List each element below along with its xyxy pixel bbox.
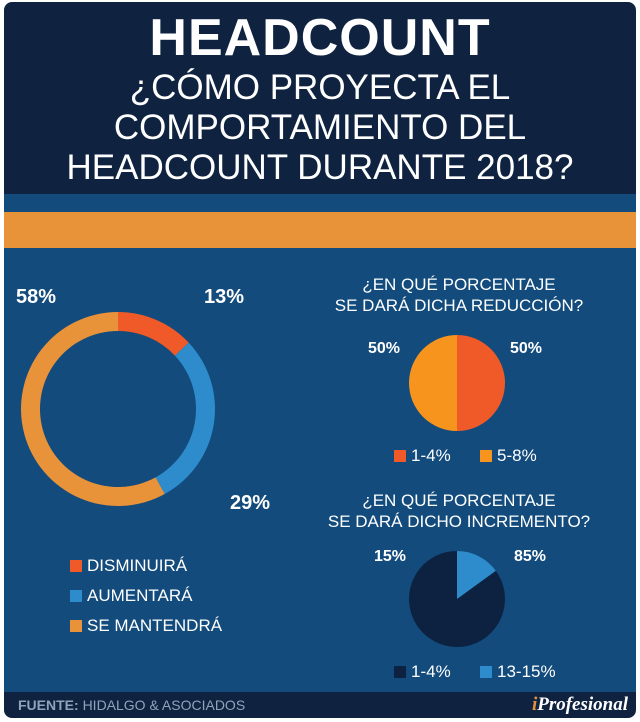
legend-swatch <box>70 590 82 602</box>
donut-label-13: 13% <box>204 286 245 308</box>
source: FUENTE: HIDALGO & ASOCIADOS <box>18 697 246 713</box>
reduction-pie-slice <box>457 335 505 431</box>
legend-item: AUMENTARÁ <box>70 586 192 606</box>
legend-item: DISMINUIRÁ <box>70 556 187 576</box>
legend-swatch <box>70 620 82 632</box>
accent-band <box>4 212 636 248</box>
increase-question: ¿EN QUÉ PORCENTAJE SE DARÁ DICHO INCREMEN… <box>327 491 591 531</box>
donut-slice <box>155 342 216 495</box>
reduction-label-left: 50% <box>368 340 401 357</box>
legend-item: 1-4% <box>394 662 451 682</box>
increase-pie-slice <box>457 551 496 599</box>
subtitle-line: HEADCOUNT DURANTE 2018? <box>66 148 574 187</box>
increase-label-15: 15% <box>374 548 407 565</box>
increase-label-85: 85% <box>514 548 547 565</box>
divider-band <box>4 194 636 212</box>
donut-slice <box>20 312 165 507</box>
infographic: HEADCOUNT ¿CÓMO PROYECTA EL COMPORTAMIEN… <box>4 2 636 718</box>
legend-swatch <box>70 560 82 572</box>
charts-canvas <box>20 312 505 647</box>
legend-label: SE MANTENDRÁ <box>87 616 223 635</box>
title: HEADCOUNT <box>149 9 491 67</box>
legend-label: AUMENTARÁ <box>87 586 193 605</box>
legend-item: 1-4% <box>394 446 451 466</box>
reduction-label-right: 50% <box>510 340 543 357</box>
footer: FUENTE: HIDALGO & ASOCIADOS iProfesional <box>4 692 636 718</box>
legend-item: SE MANTENDRÁ <box>70 616 222 636</box>
donut-label-29: 29% <box>230 492 271 514</box>
subtitle-line: COMPORTAMIENTO DEL <box>113 108 527 147</box>
main-panel: 58% 13% 29% DISMINUIRÁ AUMENTARÁ SE MANT… <box>4 248 636 692</box>
legend-label: DISMINUIRÁ <box>87 556 188 575</box>
brand-logo: iProfesional <box>531 694 628 715</box>
reduction-question: ¿EN QUÉ PORCENTAJE SE DARÁ DICHA REDUCCIÓ… <box>334 275 584 315</box>
subtitle-line: ¿CÓMO PROYECTA EL <box>129 68 511 107</box>
legend-item: 13-15% <box>480 662 556 682</box>
donut-label-58: 58% <box>16 286 57 308</box>
donut-slice <box>118 312 189 356</box>
reduction-pie-slice <box>409 335 457 431</box>
legend-item: 5-8% <box>480 446 537 466</box>
